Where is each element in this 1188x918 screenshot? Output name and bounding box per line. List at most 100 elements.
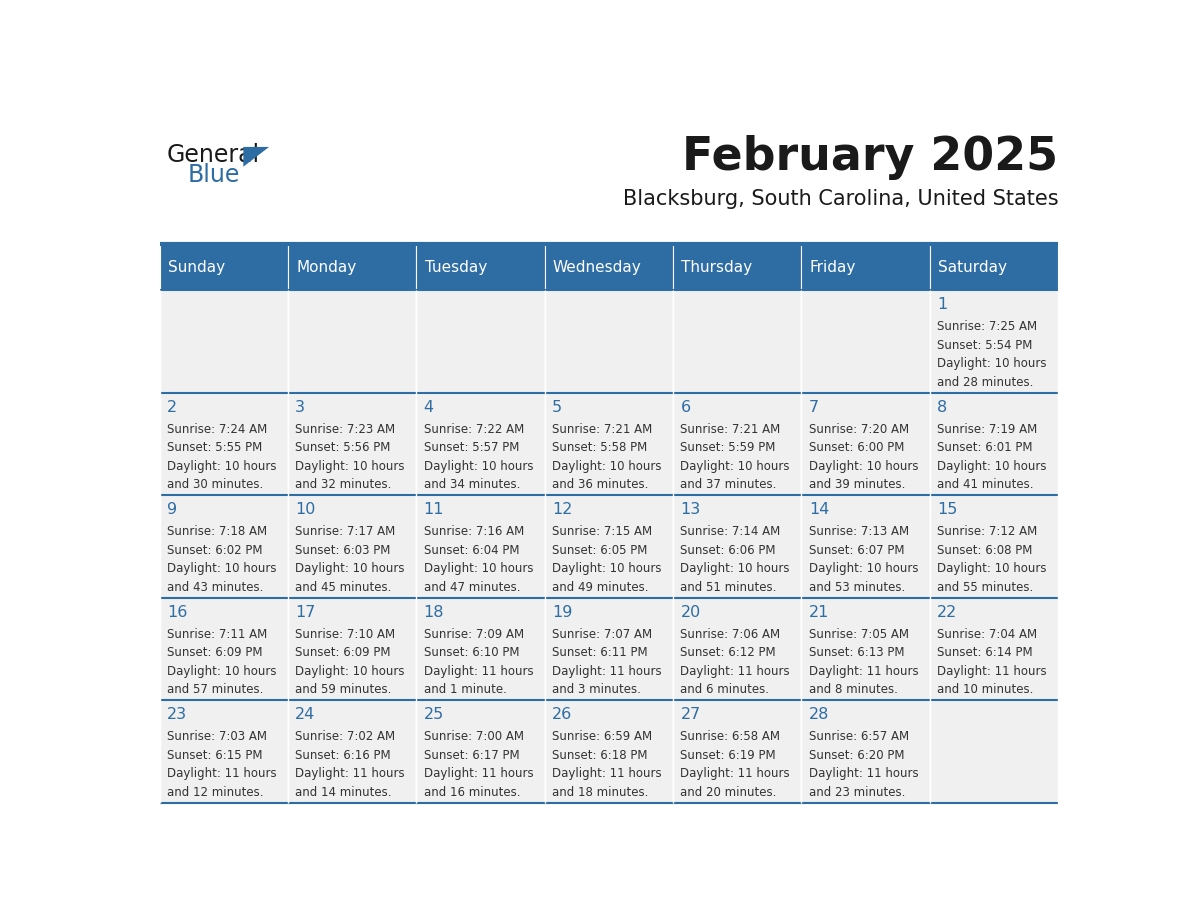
Bar — [802, 496, 930, 598]
Text: 26: 26 — [552, 708, 573, 722]
Text: Sunrise: 7:06 AM
Sunset: 6:12 PM
Daylight: 11 hours
and 6 minutes.: Sunrise: 7:06 AM Sunset: 6:12 PM Dayligh… — [681, 628, 790, 696]
Text: Sunrise: 7:25 AM
Sunset: 5:54 PM
Daylight: 10 hours
and 28 minutes.: Sunrise: 7:25 AM Sunset: 5:54 PM Dayligh… — [937, 320, 1047, 388]
Bar — [287, 598, 416, 700]
Text: 20: 20 — [681, 605, 701, 620]
Bar — [674, 598, 802, 700]
Text: 25: 25 — [424, 708, 444, 722]
Text: Sunrise: 6:57 AM
Sunset: 6:20 PM
Daylight: 11 hours
and 23 minutes.: Sunrise: 6:57 AM Sunset: 6:20 PM Dayligh… — [809, 730, 918, 799]
Text: Tuesday: Tuesday — [424, 260, 487, 274]
Bar — [930, 700, 1059, 803]
Bar — [287, 393, 416, 496]
Bar — [930, 393, 1059, 496]
Text: 11: 11 — [424, 502, 444, 518]
Text: 23: 23 — [166, 708, 187, 722]
Bar — [159, 290, 287, 393]
Bar — [802, 598, 930, 700]
Text: Blacksburg, South Carolina, United States: Blacksburg, South Carolina, United State… — [623, 189, 1059, 209]
Text: Sunrise: 6:58 AM
Sunset: 6:19 PM
Daylight: 11 hours
and 20 minutes.: Sunrise: 6:58 AM Sunset: 6:19 PM Dayligh… — [681, 730, 790, 799]
Bar — [930, 598, 1059, 700]
Text: Sunrise: 7:13 AM
Sunset: 6:07 PM
Daylight: 10 hours
and 53 minutes.: Sunrise: 7:13 AM Sunset: 6:07 PM Dayligh… — [809, 525, 918, 594]
Text: Sunrise: 6:59 AM
Sunset: 6:18 PM
Daylight: 11 hours
and 18 minutes.: Sunrise: 6:59 AM Sunset: 6:18 PM Dayligh… — [552, 730, 662, 799]
Text: 24: 24 — [296, 708, 316, 722]
Text: Sunrise: 7:02 AM
Sunset: 6:16 PM
Daylight: 11 hours
and 14 minutes.: Sunrise: 7:02 AM Sunset: 6:16 PM Dayligh… — [296, 730, 405, 799]
Bar — [416, 598, 544, 700]
Bar — [287, 290, 416, 393]
Bar — [802, 700, 930, 803]
Bar — [674, 700, 802, 803]
Bar — [674, 244, 802, 290]
Text: February 2025: February 2025 — [682, 135, 1059, 180]
Text: Sunrise: 7:00 AM
Sunset: 6:17 PM
Daylight: 11 hours
and 16 minutes.: Sunrise: 7:00 AM Sunset: 6:17 PM Dayligh… — [424, 730, 533, 799]
Bar — [416, 290, 544, 393]
Text: Blue: Blue — [188, 162, 240, 186]
Text: Sunrise: 7:15 AM
Sunset: 6:05 PM
Daylight: 10 hours
and 49 minutes.: Sunrise: 7:15 AM Sunset: 6:05 PM Dayligh… — [552, 525, 662, 594]
Bar — [159, 598, 287, 700]
Bar — [802, 393, 930, 496]
Text: Thursday: Thursday — [682, 260, 752, 274]
Bar — [802, 244, 930, 290]
Text: 4: 4 — [424, 400, 434, 415]
Bar — [544, 598, 674, 700]
Bar — [287, 700, 416, 803]
Text: Sunrise: 7:11 AM
Sunset: 6:09 PM
Daylight: 10 hours
and 57 minutes.: Sunrise: 7:11 AM Sunset: 6:09 PM Dayligh… — [166, 628, 277, 696]
Bar — [674, 496, 802, 598]
Bar — [544, 700, 674, 803]
Text: Sunrise: 7:24 AM
Sunset: 5:55 PM
Daylight: 10 hours
and 30 minutes.: Sunrise: 7:24 AM Sunset: 5:55 PM Dayligh… — [166, 422, 277, 491]
Bar — [544, 496, 674, 598]
Bar — [159, 244, 287, 290]
Bar — [416, 244, 544, 290]
Text: Sunday: Sunday — [168, 260, 225, 274]
Text: 13: 13 — [681, 502, 701, 518]
Bar — [930, 244, 1059, 290]
Text: Sunrise: 7:21 AM
Sunset: 5:58 PM
Daylight: 10 hours
and 36 minutes.: Sunrise: 7:21 AM Sunset: 5:58 PM Dayligh… — [552, 422, 662, 491]
Text: Sunrise: 7:12 AM
Sunset: 6:08 PM
Daylight: 10 hours
and 55 minutes.: Sunrise: 7:12 AM Sunset: 6:08 PM Dayligh… — [937, 525, 1047, 594]
Text: Sunrise: 7:09 AM
Sunset: 6:10 PM
Daylight: 11 hours
and 1 minute.: Sunrise: 7:09 AM Sunset: 6:10 PM Dayligh… — [424, 628, 533, 696]
Text: General: General — [166, 142, 260, 167]
Text: Friday: Friday — [810, 260, 857, 274]
Text: 12: 12 — [552, 502, 573, 518]
Bar — [416, 496, 544, 598]
Bar — [159, 700, 287, 803]
Text: Sunrise: 7:17 AM
Sunset: 6:03 PM
Daylight: 10 hours
and 45 minutes.: Sunrise: 7:17 AM Sunset: 6:03 PM Dayligh… — [296, 525, 405, 594]
Text: Sunrise: 7:07 AM
Sunset: 6:11 PM
Daylight: 11 hours
and 3 minutes.: Sunrise: 7:07 AM Sunset: 6:11 PM Dayligh… — [552, 628, 662, 696]
Text: Wednesday: Wednesday — [552, 260, 642, 274]
Text: Sunrise: 7:23 AM
Sunset: 5:56 PM
Daylight: 10 hours
and 32 minutes.: Sunrise: 7:23 AM Sunset: 5:56 PM Dayligh… — [296, 422, 405, 491]
Text: Sunrise: 7:03 AM
Sunset: 6:15 PM
Daylight: 11 hours
and 12 minutes.: Sunrise: 7:03 AM Sunset: 6:15 PM Dayligh… — [166, 730, 277, 799]
Text: Sunrise: 7:16 AM
Sunset: 6:04 PM
Daylight: 10 hours
and 47 minutes.: Sunrise: 7:16 AM Sunset: 6:04 PM Dayligh… — [424, 525, 533, 594]
Text: 8: 8 — [937, 400, 947, 415]
Bar — [930, 496, 1059, 598]
Text: Sunrise: 7:22 AM
Sunset: 5:57 PM
Daylight: 10 hours
and 34 minutes.: Sunrise: 7:22 AM Sunset: 5:57 PM Dayligh… — [424, 422, 533, 491]
Bar — [287, 496, 416, 598]
Text: 5: 5 — [552, 400, 562, 415]
Text: Sunrise: 7:10 AM
Sunset: 6:09 PM
Daylight: 10 hours
and 59 minutes.: Sunrise: 7:10 AM Sunset: 6:09 PM Dayligh… — [296, 628, 405, 696]
Text: 22: 22 — [937, 605, 958, 620]
Text: 17: 17 — [296, 605, 316, 620]
Bar — [159, 496, 287, 598]
Text: Sunrise: 7:20 AM
Sunset: 6:00 PM
Daylight: 10 hours
and 39 minutes.: Sunrise: 7:20 AM Sunset: 6:00 PM Dayligh… — [809, 422, 918, 491]
Text: 28: 28 — [809, 708, 829, 722]
Text: Monday: Monday — [296, 260, 356, 274]
Bar — [674, 393, 802, 496]
Text: Sunrise: 7:05 AM
Sunset: 6:13 PM
Daylight: 11 hours
and 8 minutes.: Sunrise: 7:05 AM Sunset: 6:13 PM Dayligh… — [809, 628, 918, 696]
Bar — [802, 290, 930, 393]
Text: Saturday: Saturday — [939, 260, 1007, 274]
Text: 1: 1 — [937, 297, 947, 312]
Bar — [674, 290, 802, 393]
Bar — [159, 393, 287, 496]
Text: 14: 14 — [809, 502, 829, 518]
Text: 9: 9 — [166, 502, 177, 518]
Text: Sunrise: 7:04 AM
Sunset: 6:14 PM
Daylight: 11 hours
and 10 minutes.: Sunrise: 7:04 AM Sunset: 6:14 PM Dayligh… — [937, 628, 1047, 696]
Polygon shape — [244, 147, 270, 167]
Bar — [416, 393, 544, 496]
Text: Sunrise: 7:18 AM
Sunset: 6:02 PM
Daylight: 10 hours
and 43 minutes.: Sunrise: 7:18 AM Sunset: 6:02 PM Dayligh… — [166, 525, 277, 594]
Bar — [544, 244, 674, 290]
Bar — [287, 244, 416, 290]
Text: 27: 27 — [681, 708, 701, 722]
Bar — [930, 290, 1059, 393]
Text: 3: 3 — [296, 400, 305, 415]
Bar — [544, 290, 674, 393]
Text: 2: 2 — [166, 400, 177, 415]
Text: 10: 10 — [296, 502, 316, 518]
Text: Sunrise: 7:14 AM
Sunset: 6:06 PM
Daylight: 10 hours
and 51 minutes.: Sunrise: 7:14 AM Sunset: 6:06 PM Dayligh… — [681, 525, 790, 594]
Text: 19: 19 — [552, 605, 573, 620]
